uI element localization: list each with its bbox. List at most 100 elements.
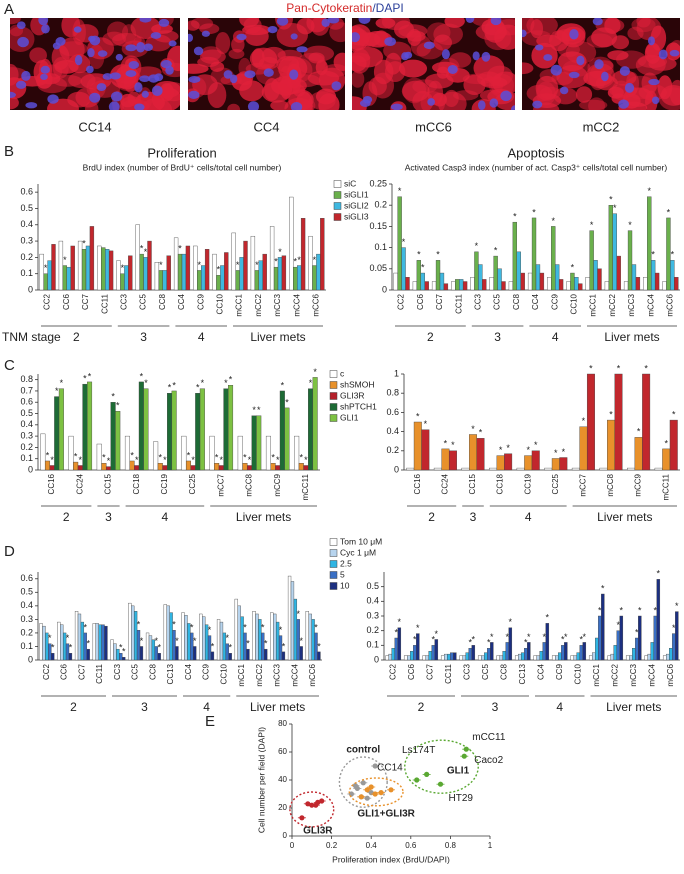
x-tick-label: CC5 <box>139 293 148 310</box>
bar <box>672 633 676 661</box>
x-tick-label: CC2 <box>388 663 397 680</box>
bar <box>77 465 83 471</box>
significance-star: * <box>121 263 125 273</box>
nucleus <box>125 70 137 77</box>
bar <box>470 277 475 291</box>
nucleus <box>658 49 668 60</box>
bar <box>487 648 491 661</box>
cytokeratin <box>10 96 19 110</box>
cytokeratin <box>215 31 231 55</box>
legend-label: shPTCH1 <box>340 401 377 411</box>
y-tick-label: 0.6 <box>20 573 33 583</box>
significance-star: * <box>297 255 301 265</box>
significance-star: * <box>657 569 661 579</box>
significance-star: * <box>111 392 115 402</box>
nucleus <box>10 91 16 99</box>
x-tick-label: 0.2 <box>326 841 338 850</box>
bar <box>200 265 206 291</box>
bar <box>607 655 611 661</box>
bar <box>573 655 577 661</box>
bar <box>49 465 55 471</box>
bar <box>555 264 560 291</box>
x-tick-label: mCC11 <box>301 473 310 500</box>
significance-star: * <box>527 632 531 642</box>
point <box>378 790 384 796</box>
bar <box>570 655 574 661</box>
bar <box>98 624 102 661</box>
significance-star: * <box>598 605 602 615</box>
bar <box>468 648 473 661</box>
nucleus <box>38 18 49 26</box>
bar <box>273 266 279 291</box>
nucleus <box>543 54 553 61</box>
bar <box>73 461 79 471</box>
significance-star: * <box>562 447 566 457</box>
significance-star: * <box>191 455 195 465</box>
bar <box>482 279 487 291</box>
significance-star: * <box>609 195 613 205</box>
significance-star: * <box>46 450 50 460</box>
bar <box>635 637 639 661</box>
significance-star: * <box>163 455 167 465</box>
significance-star: * <box>122 647 126 657</box>
cytokeratin <box>239 80 265 102</box>
bar <box>66 266 71 291</box>
bar <box>40 433 46 471</box>
group-label: Liver mets <box>250 700 305 714</box>
significance-star: * <box>506 632 510 642</box>
bar <box>39 253 44 291</box>
bar <box>303 465 309 471</box>
bar <box>115 411 121 471</box>
bar <box>627 230 633 291</box>
y-tick-label: 40 <box>278 775 287 784</box>
bar <box>570 272 575 291</box>
chart-title: Apoptosis <box>507 145 565 160</box>
bar <box>275 465 281 471</box>
bar <box>157 653 161 661</box>
group-label: 3 <box>141 700 148 714</box>
bar <box>508 281 514 291</box>
bar <box>533 655 537 661</box>
significance-star: * <box>116 401 120 411</box>
bar <box>104 625 108 661</box>
x-tick-label: mCC1 <box>589 293 598 316</box>
bar <box>219 621 224 661</box>
significance-star: * <box>48 633 52 643</box>
cytokeratin <box>444 18 465 28</box>
nucleus <box>276 18 289 26</box>
cytokeratin <box>333 52 345 72</box>
y-tick-label: 0.25 <box>369 178 387 188</box>
cytokeratin <box>553 87 578 105</box>
significance-star: * <box>432 635 436 645</box>
bar <box>642 373 651 471</box>
significance-star: * <box>297 609 301 619</box>
bar <box>391 648 395 661</box>
x-tick-label: mCC2 <box>254 293 263 316</box>
significance-star: * <box>175 636 179 646</box>
nucleus <box>154 73 164 82</box>
x-tick-label: mCC6 <box>308 663 317 686</box>
x-tick-label: mCC6 <box>666 293 675 316</box>
nucleus <box>143 43 153 51</box>
bar <box>420 272 425 291</box>
x-tick-label: CC4 <box>531 293 540 310</box>
significance-star: * <box>196 383 200 393</box>
bar <box>197 270 202 291</box>
legend-swatch <box>329 381 338 389</box>
significance-star: * <box>479 428 483 438</box>
cytokeratin <box>635 54 666 76</box>
cytokeratin <box>303 45 335 62</box>
significance-star: * <box>228 643 232 653</box>
significance-star: * <box>261 622 265 632</box>
bar <box>654 467 663 471</box>
bar <box>422 655 426 661</box>
bar <box>136 630 141 661</box>
bar <box>647 653 651 661</box>
bar <box>662 448 671 471</box>
significance-star: * <box>211 641 215 651</box>
significance-star: * <box>82 239 86 249</box>
cytokeratin <box>352 70 365 88</box>
significance-star: * <box>398 617 402 627</box>
x-axis-label: Proliferation index (BrdU/DAPI) <box>332 854 450 864</box>
bar <box>254 270 259 291</box>
